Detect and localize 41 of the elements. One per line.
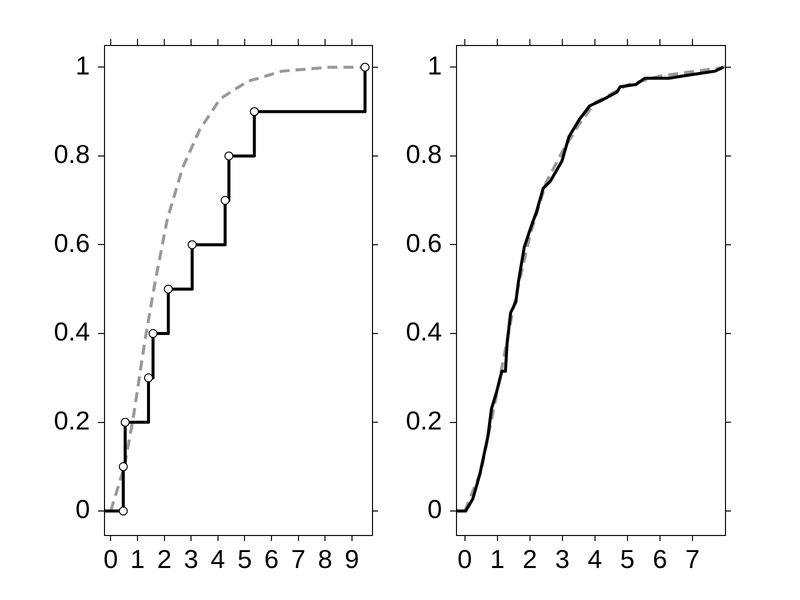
point [360, 62, 370, 72]
y-tick-label: 0.4 [406, 316, 442, 347]
x-tick-label: 2 [522, 544, 538, 574]
x-tick-label: 8 [318, 544, 332, 574]
point [118, 462, 128, 472]
x-tick-label: 0 [458, 544, 472, 574]
y-tick-label: 0.6 [406, 228, 442, 258]
x-tick-label: 6 [652, 544, 668, 574]
point [250, 107, 259, 116]
y-tick-label: 0.6 [54, 228, 90, 258]
point [144, 373, 153, 382]
y-tick-label: 0.2 [54, 405, 90, 436]
x-tick-label: 7 [291, 544, 306, 574]
x-tick-label: 1 [130, 544, 145, 574]
point [120, 418, 130, 427]
point [188, 240, 197, 250]
x-tick-label: 7 [685, 544, 700, 574]
x-tick-label: 4 [588, 544, 602, 574]
y-tick-label: 1 [76, 50, 90, 80]
y-tick-label: 1 [428, 50, 442, 80]
x-tick-label: 9 [344, 544, 360, 574]
x-tick-label: 4 [210, 544, 226, 574]
point [224, 151, 234, 160]
y-tick-label: 0.4 [54, 316, 90, 347]
y-tick-label: 0.8 [54, 139, 90, 170]
point [220, 196, 230, 205]
x-tick-label: 3 [555, 544, 570, 574]
x-tick-label: 0 [103, 544, 118, 574]
x-tick-label: 3 [184, 544, 198, 574]
x-tick-label: 5 [620, 544, 635, 574]
point [164, 284, 173, 294]
x-tick-label: 2 [157, 544, 172, 574]
y-tick-label: 0.2 [406, 405, 442, 436]
point [148, 328, 158, 338]
y-tick-label: 0.8 [406, 139, 442, 170]
point [118, 506, 128, 516]
y-tick-label: 0 [428, 494, 442, 524]
x-tick-label: 1 [490, 544, 505, 574]
x-tick-label: 5 [237, 544, 252, 574]
y-tick-label: 0 [76, 494, 90, 524]
x-tick-label: 6 [264, 544, 279, 574]
